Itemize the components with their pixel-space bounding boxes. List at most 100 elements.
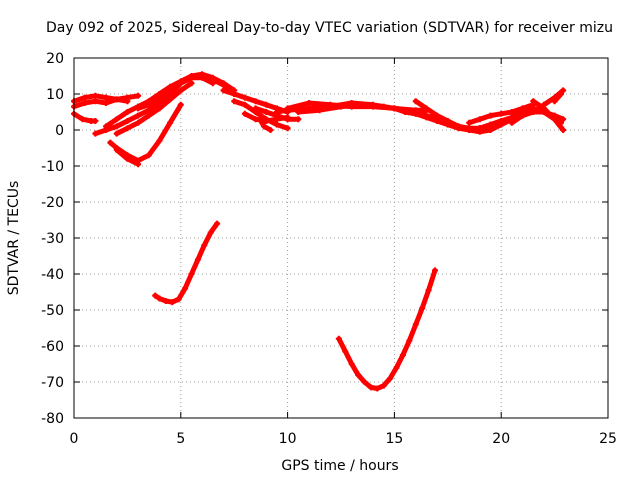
data-point xyxy=(380,382,387,389)
data-point xyxy=(177,87,184,94)
data-point xyxy=(252,98,259,105)
series-arc-28 xyxy=(152,220,221,306)
data-point xyxy=(135,105,142,112)
data-point xyxy=(263,109,270,115)
data-point xyxy=(402,109,409,115)
data-point xyxy=(124,109,131,115)
data-point xyxy=(338,103,344,110)
data-point xyxy=(156,137,163,144)
data-point xyxy=(209,74,216,81)
series-arc-22 xyxy=(466,101,537,126)
x-tick-label: 15 xyxy=(385,431,403,447)
data-point xyxy=(374,385,381,392)
y-axis-label: SDTVAR / TECUs xyxy=(6,181,22,296)
data-point xyxy=(487,127,494,133)
series-arc-21 xyxy=(412,98,483,133)
data-point xyxy=(167,119,174,126)
data-point xyxy=(431,267,438,274)
data-point xyxy=(162,298,169,304)
x-axis-ticks: 0 5 10 15 20 25 xyxy=(70,58,617,447)
data-point xyxy=(423,105,430,112)
data-point xyxy=(81,100,88,106)
data-point xyxy=(113,123,120,130)
x-tick-label: 0 xyxy=(70,431,79,447)
series-arc-9 xyxy=(135,74,216,112)
data-point xyxy=(92,98,99,105)
x-tick-label: 10 xyxy=(279,431,297,447)
data-point xyxy=(263,118,270,124)
data-point xyxy=(519,105,526,112)
data-point xyxy=(487,121,494,128)
data-point xyxy=(124,155,131,162)
data-point xyxy=(476,125,483,132)
y-tick-label: -10 xyxy=(41,159,64,175)
data-point xyxy=(434,112,441,119)
data-point xyxy=(425,287,432,294)
data-point xyxy=(261,123,268,130)
data-point xyxy=(466,119,473,126)
data-point xyxy=(355,371,362,378)
series-arc-14 xyxy=(256,116,274,133)
x-tick-label: 20 xyxy=(492,431,510,447)
data-point xyxy=(231,91,238,97)
data-point xyxy=(107,139,114,146)
data-point xyxy=(214,220,221,227)
y-tick-label: 0 xyxy=(55,123,64,139)
series-arc-17 xyxy=(295,101,387,115)
data-point xyxy=(342,348,349,355)
data-point xyxy=(551,98,558,105)
data-point xyxy=(145,152,152,159)
data-point xyxy=(156,94,163,101)
data-point xyxy=(103,123,110,130)
y-tick-label: 10 xyxy=(46,87,64,103)
data-point xyxy=(156,105,163,112)
data-point xyxy=(540,109,547,115)
data-point xyxy=(466,127,473,133)
y-tick-label: -30 xyxy=(41,231,64,247)
data-point xyxy=(387,375,394,382)
data-point xyxy=(273,109,280,115)
data-point xyxy=(284,105,291,112)
y-axis-ticks: -80 -70 -60 -50 -40 -30 -20 -10 0 10 20 xyxy=(41,51,608,427)
data-point xyxy=(124,94,131,101)
data-point xyxy=(487,112,494,119)
data-point xyxy=(519,112,526,119)
y-tick-label: -80 xyxy=(41,411,64,427)
data-point xyxy=(167,96,174,103)
data-point xyxy=(558,91,565,97)
y-tick-label: -50 xyxy=(41,303,64,319)
data-point xyxy=(393,364,400,371)
chart-title: Day 092 of 2025, Sidereal Day-to-day VTE… xyxy=(46,20,613,36)
data-point xyxy=(419,305,426,312)
data-point xyxy=(359,101,366,108)
data-point xyxy=(256,116,263,123)
data-point xyxy=(145,112,152,119)
data-point xyxy=(267,127,274,133)
y-tick-label: 20 xyxy=(46,51,64,67)
data-point xyxy=(220,87,227,94)
data-series-layer xyxy=(71,71,567,392)
data-point xyxy=(177,80,184,87)
data-point xyxy=(79,116,86,123)
data-point xyxy=(177,101,184,108)
y-tick-label: -20 xyxy=(41,195,64,211)
data-point xyxy=(167,87,174,94)
data-point xyxy=(135,161,142,168)
data-point xyxy=(103,94,110,101)
series-arc-8 xyxy=(113,146,142,168)
data-point xyxy=(175,296,182,303)
data-point xyxy=(156,295,163,302)
data-point xyxy=(530,98,537,105)
data-point xyxy=(305,100,312,106)
data-point xyxy=(498,118,505,124)
data-point xyxy=(423,114,430,121)
data-point xyxy=(113,116,120,123)
y-tick-label: -40 xyxy=(41,267,64,283)
data-point xyxy=(284,125,291,132)
data-point xyxy=(498,110,505,117)
series-trace xyxy=(336,267,438,391)
data-point xyxy=(551,112,558,119)
data-point xyxy=(92,118,99,124)
